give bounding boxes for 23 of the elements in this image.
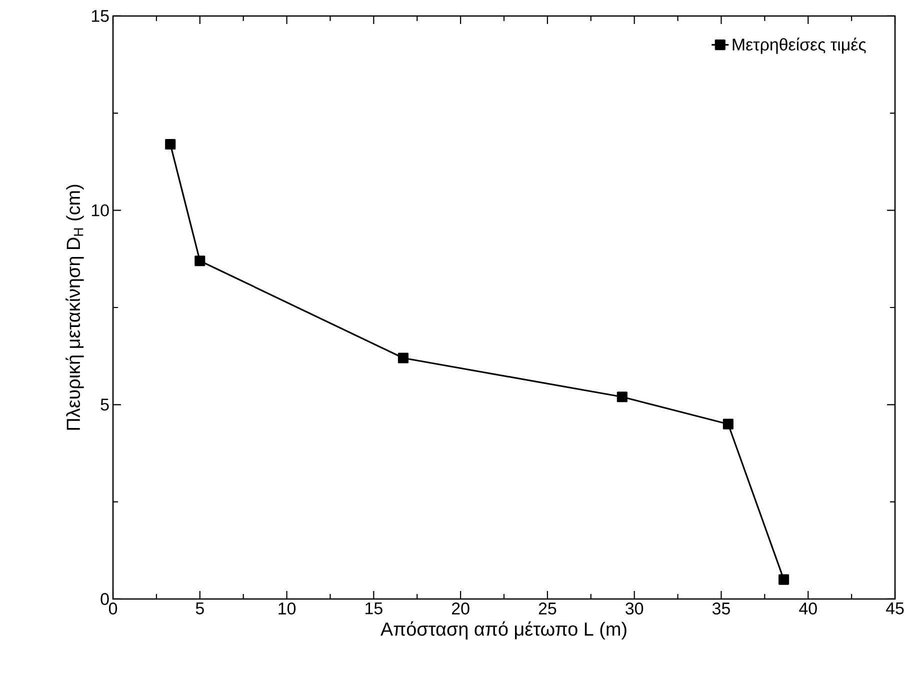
y-tick-label: 10 <box>92 204 109 216</box>
y-tick-label: 5 <box>100 398 109 411</box>
point <box>165 138 176 150</box>
legend-label: Μετρηθείσες τιμές <box>732 38 866 54</box>
point <box>398 352 408 364</box>
x-tick-label: 10 <box>278 602 296 615</box>
x-tick-label: 40 <box>799 602 817 615</box>
x-axis-title: Απόσταση από μέτωπο L (m) <box>380 621 626 640</box>
x-tick-label: 15 <box>366 602 382 614</box>
y-tick-label: 15 <box>92 10 109 22</box>
point <box>616 392 628 402</box>
y-tick-label: 0 <box>100 592 109 605</box>
x-tick-label: 45 <box>886 602 904 614</box>
x-tick-label: 20 <box>452 602 470 615</box>
x-tick-label: 35 <box>712 602 730 615</box>
point <box>778 574 790 585</box>
point <box>722 418 734 430</box>
x-tick-label: 5 <box>196 602 204 614</box>
x-tick-label: 25 <box>538 602 556 615</box>
x-tick-label: 0 <box>108 602 118 615</box>
point <box>194 256 206 266</box>
y-axis-title: Πλευρική μετακίνηση D$_{H}$ (cm) <box>66 184 84 430</box>
x-tick-label: 30 <box>626 602 644 615</box>
